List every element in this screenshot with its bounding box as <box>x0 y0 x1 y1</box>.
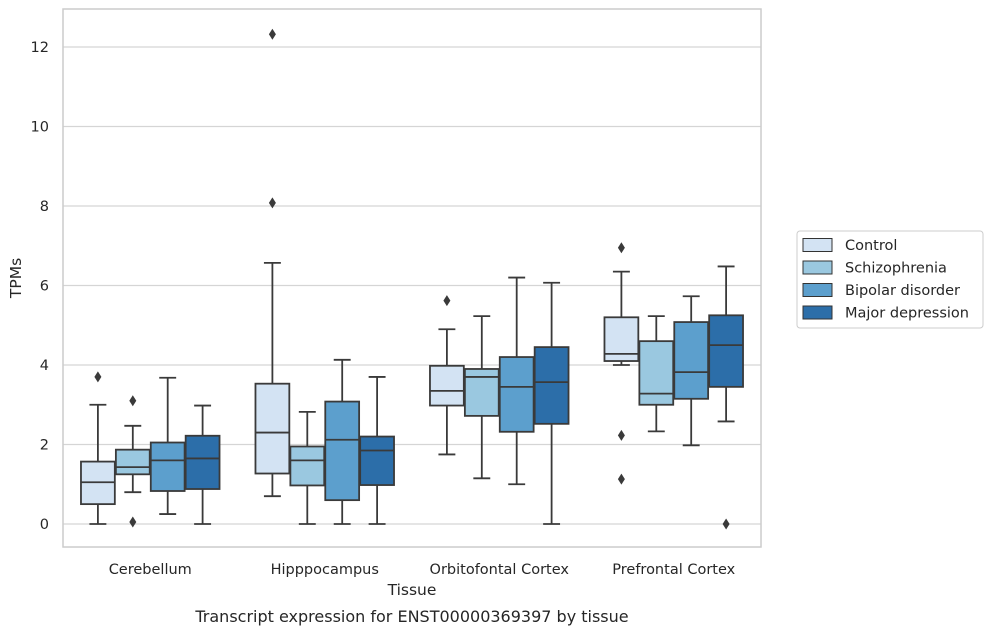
outlier-point <box>617 242 625 254</box>
box-group <box>114 395 151 528</box>
box-group <box>429 295 465 456</box>
x-axis-label: Tissue <box>387 581 437 599</box>
x-tick-label: Orbitofontal Cortex <box>430 562 570 578</box>
legend-frame <box>796 230 984 329</box>
box-group <box>254 28 291 498</box>
x-tick-labels: Cerebellum Hipppocampus Orbitofontal Corte… <box>109 562 736 578</box>
box-group <box>603 242 640 485</box>
outlier-point <box>268 197 276 209</box>
legend: Control Schizophrenia Bipolar disorder Majo… <box>796 230 984 329</box>
legend-swatch <box>802 283 833 297</box>
box-iqr <box>673 321 710 400</box>
box-iqr <box>638 340 675 406</box>
legend-label: Bipolar disorder <box>845 283 960 299</box>
box-group <box>359 376 395 525</box>
y-tick-label: 8 <box>40 199 49 215</box>
box-iqr <box>254 382 291 475</box>
box-iqr <box>359 435 395 486</box>
box-group <box>673 295 710 447</box>
box-group <box>463 315 500 480</box>
box-group <box>324 358 361 525</box>
y-tick-label: 0 <box>40 517 49 533</box>
box-iqr <box>149 441 186 492</box>
y-tick-label: 10 <box>31 120 49 136</box>
outlier-point <box>443 295 451 307</box>
box-iqr <box>498 356 535 433</box>
outlier-point <box>94 371 102 383</box>
y-tick-labels: 0 2 4 6 8 10 12 <box>31 40 49 533</box>
outlier-point <box>617 473 625 485</box>
box-group <box>80 371 116 525</box>
outlier-point <box>617 429 625 441</box>
box-iqr <box>463 368 500 417</box>
outlier-point <box>722 518 730 530</box>
box-iqr <box>289 445 326 487</box>
box-group <box>289 411 326 525</box>
legend-label: Major depression <box>845 306 969 322</box>
box-iqr <box>429 364 465 407</box>
x-tick-label: Hipppocampus <box>271 562 379 578</box>
y-axis-label: TPMs <box>7 258 25 299</box>
y-tick-label: 12 <box>31 40 49 56</box>
y-tick-label: 6 <box>40 279 49 295</box>
box-group <box>184 404 221 525</box>
box-groups <box>80 28 744 530</box>
x-tick-label: Cerebellum <box>109 562 192 578</box>
box-group <box>498 276 535 486</box>
legend-swatch <box>802 238 833 252</box>
outlier-point <box>129 516 137 528</box>
box-iqr <box>533 346 570 425</box>
box-group <box>149 376 186 515</box>
box-group <box>638 315 675 433</box>
legend-label: Schizophrenia <box>845 261 947 277</box>
box-iqr <box>324 400 361 502</box>
outlier-point <box>268 28 276 40</box>
legend-label: Control <box>845 238 897 254</box>
box-group <box>708 265 744 530</box>
box-group <box>533 281 570 525</box>
plot-frame <box>62 8 762 548</box>
box-iqr <box>708 314 744 388</box>
chart-caption: Transcript expression for ENST0000036939… <box>194 607 628 626</box>
x-tick-label: Prefrontal Cortex <box>612 562 735 578</box>
legend-swatch <box>802 305 833 320</box>
y-tick-label: 2 <box>40 438 49 454</box>
y-tick-label: 4 <box>40 358 49 374</box>
outlier-point <box>129 395 137 407</box>
box-iqr <box>184 434 221 490</box>
legend-swatch <box>802 260 833 275</box>
box-iqr <box>114 448 151 476</box>
